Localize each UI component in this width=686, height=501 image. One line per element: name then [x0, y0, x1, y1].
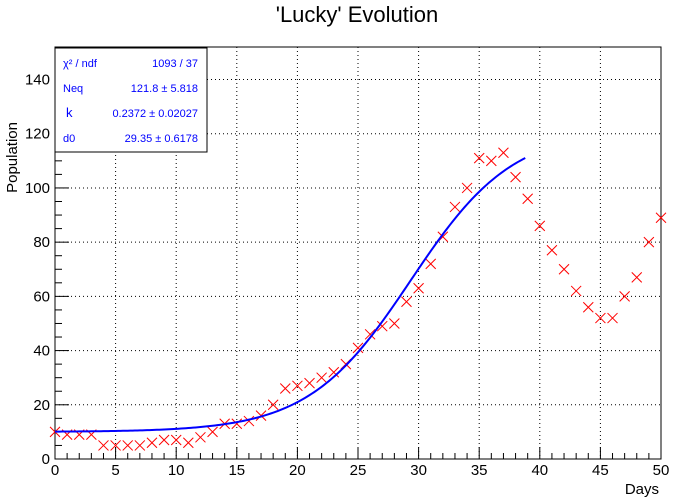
data-point — [401, 296, 412, 308]
data-point — [643, 236, 655, 248]
data-point — [389, 318, 400, 329]
data-point — [364, 328, 376, 340]
x-tick-label: 10 — [168, 462, 185, 479]
x-tick-labels: 0 5 10 15 20 25 30 35 40 45 50 — [51, 462, 670, 479]
data-point — [558, 263, 570, 275]
grid — [55, 47, 661, 459]
stats-value: 29.35 ± 0.6178 — [125, 133, 198, 145]
data-point — [461, 182, 473, 194]
data-point — [631, 272, 643, 283]
data-point — [413, 282, 424, 294]
y-tick-labels: 0 20 40 60 80 100 120 140 — [25, 72, 50, 468]
data-point — [231, 418, 243, 430]
stats-box: χ² / ndf 1093 / 37 Neq 121.8 ± 5.818 k 0… — [54, 47, 208, 153]
stats-value: 0.2372 ± 0.02027 — [112, 108, 198, 120]
x-tick-label: 5 — [111, 462, 119, 479]
data-point — [243, 415, 255, 427]
data-point — [328, 366, 340, 378]
data-point — [498, 147, 509, 159]
data-point — [98, 440, 109, 451]
data-point — [158, 434, 170, 446]
y-tick-label: 0 — [42, 451, 50, 468]
y-tick-label: 140 — [25, 72, 50, 89]
data-point — [207, 426, 218, 438]
data-point — [49, 426, 61, 438]
x-tick-label: 15 — [228, 462, 245, 479]
data-point — [267, 399, 279, 411]
data-point — [279, 383, 291, 394]
data-point — [134, 440, 146, 451]
stats-row: χ² / ndf 1093 / 37 — [63, 58, 198, 70]
x-tick-label: 0 — [51, 462, 59, 479]
y-tick-label: 40 — [33, 343, 50, 360]
data-point — [607, 312, 618, 324]
x-tick-label: 25 — [350, 462, 367, 479]
stats-box-frame — [54, 47, 208, 153]
data-point — [546, 244, 558, 256]
data-point — [170, 434, 182, 446]
data-point — [182, 437, 194, 449]
stats-row: d0 29.35 ± 0.6178 — [63, 133, 198, 145]
data-point — [146, 437, 158, 449]
data-point — [473, 152, 485, 164]
stats-value: 1093 / 37 — [152, 58, 198, 70]
data-point — [425, 258, 437, 270]
data-point — [510, 171, 521, 183]
y-tick-label: 80 — [33, 234, 50, 251]
y-tick-label: 120 — [25, 126, 50, 143]
stats-value: 121.8 ± 5.818 — [131, 83, 198, 95]
x-tick-label: 30 — [410, 462, 427, 479]
data-point — [582, 301, 594, 313]
data-point — [352, 342, 364, 354]
data-point — [619, 291, 630, 302]
data-point — [595, 312, 606, 324]
data-point — [122, 440, 134, 451]
x-tick-label: 50 — [653, 462, 670, 479]
y-tick-label: 100 — [25, 180, 50, 197]
data-point — [110, 440, 121, 451]
stats-row: Neq 121.8 ± 5.818 — [63, 83, 198, 95]
stats-label: Neq — [63, 83, 83, 95]
data-point — [292, 380, 303, 392]
stats-label: d0 — [63, 133, 75, 145]
data-point — [376, 320, 388, 332]
data-point — [522, 193, 534, 205]
data-point — [485, 155, 497, 167]
data-point — [449, 201, 461, 213]
data-point — [316, 372, 327, 384]
fit-curve — [54, 157, 526, 433]
y-tick-label: 60 — [33, 288, 50, 305]
data-point — [534, 220, 546, 232]
x-tick-label: 45 — [592, 462, 609, 479]
stats-label: χ² / ndf — [63, 58, 98, 70]
data-point — [195, 431, 206, 443]
y-axis-label: Population — [4, 122, 21, 193]
chart-title: 'Lucky' Evolution — [276, 2, 439, 27]
stats-label: k — [66, 105, 73, 120]
data-point — [304, 377, 315, 389]
x-tick-label: 20 — [289, 462, 306, 479]
x-axis-label: Days — [625, 481, 659, 498]
x-tick-label: 40 — [531, 462, 548, 479]
data-point — [570, 285, 582, 297]
x-tick-label: 35 — [471, 462, 488, 479]
stats-row: k 0.2372 ± 0.02027 — [66, 105, 198, 120]
data-point — [655, 212, 667, 224]
y-tick-label: 20 — [33, 397, 50, 414]
